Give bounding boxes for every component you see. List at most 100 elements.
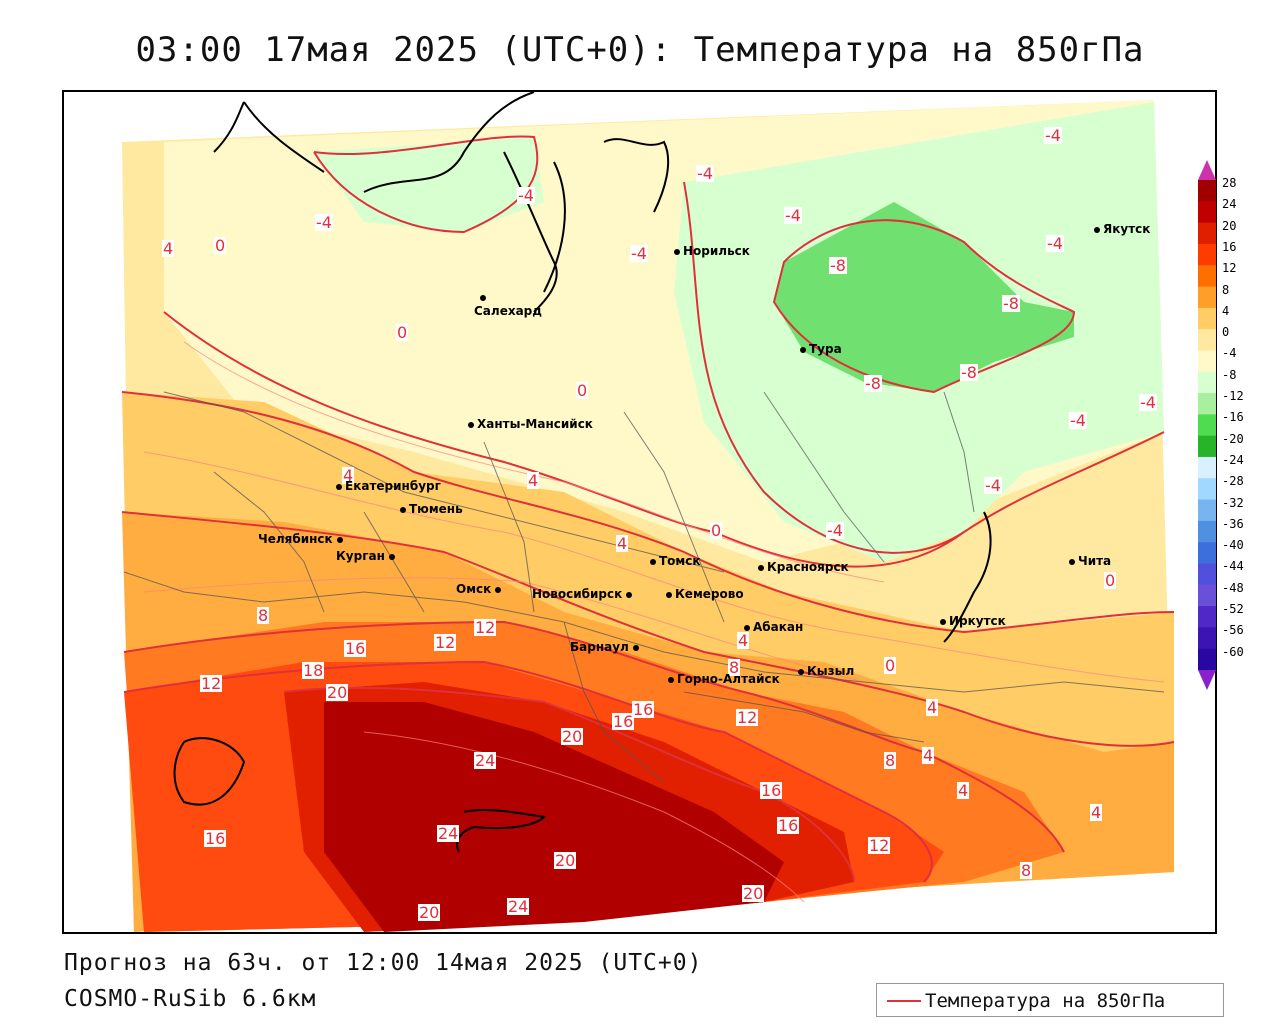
contour-label: -8 [864, 374, 882, 393]
contour-label: 8 [884, 751, 897, 770]
colorbar-swatch [1198, 520, 1216, 543]
colorbar-tick-label: -12 [1222, 389, 1244, 404]
contour-label: 8 [257, 606, 270, 625]
city-marker-icon [480, 294, 486, 301]
contour-label: 12 [868, 836, 891, 855]
city-marker-icon [940, 618, 946, 625]
colorbar-swatch [1198, 542, 1216, 564]
colorbar-swatch [1198, 627, 1216, 650]
city-marker-icon [668, 676, 674, 683]
colorbar-swatch [1198, 478, 1216, 501]
contour-label: 4 [342, 466, 355, 485]
city-label: Чита [1069, 554, 1111, 568]
colorbar-top-arrow [1198, 160, 1216, 180]
colorbar-swatch [1198, 307, 1216, 330]
contour-label: 4 [162, 239, 175, 258]
contour-label: 20 [554, 851, 577, 870]
city-label: Абакан [744, 620, 803, 634]
colorbar-bottom-arrow [1198, 670, 1216, 690]
city-label: Курган [336, 549, 398, 563]
contour-label: 20 [561, 727, 584, 746]
contour-label: 16 [612, 712, 635, 731]
colorbar-tick-label: 12 [1222, 261, 1237, 276]
contour-label: 16 [204, 829, 227, 848]
colorbar-tick-label: -60 [1222, 644, 1244, 659]
contour-label: 12 [200, 674, 223, 693]
colorbar-swatch [1198, 435, 1216, 458]
contour-label: 16 [632, 700, 655, 719]
contour-label: 0 [710, 521, 723, 540]
temperature-field [121, 92, 1175, 932]
city-marker-icon [336, 536, 343, 543]
city-marker-icon [800, 346, 806, 353]
city-label: Якутск [1094, 222, 1150, 236]
city-label: Ханты-Мансийск [468, 417, 593, 431]
city-label: Красноярск [758, 560, 849, 574]
colorbar-swatch [1198, 350, 1216, 373]
city-marker-icon [650, 558, 656, 565]
city-marker-icon [666, 591, 672, 598]
city-label: Норильск [674, 244, 750, 258]
map-title: 03:00 17мая 2025 (UTC+0): Температура на… [135, 30, 1145, 70]
colorbar-swatch [1198, 393, 1216, 415]
contour-label: 0 [396, 323, 409, 342]
colorbar-swatch [1198, 201, 1216, 224]
contour-label: 12 [434, 633, 457, 652]
colorbar-tick-label: -4 [1222, 346, 1237, 361]
city-marker-icon [336, 483, 342, 490]
contour-label: 12 [474, 618, 497, 637]
contour-label: -4 [696, 164, 714, 183]
contour-label: 0 [214, 236, 227, 255]
colorbar-tick-label: 20 [1222, 218, 1237, 233]
contour-label: 18 [302, 661, 325, 680]
colorbar-swatch [1198, 180, 1216, 202]
city-marker-icon [674, 248, 680, 255]
city-marker-icon [798, 668, 804, 675]
colorbar-swatch [1198, 606, 1216, 628]
colorbar-tick-label: -28 [1222, 474, 1244, 489]
colorbar-swatch [1198, 243, 1216, 266]
city-label: Горно-Алтайск [668, 672, 780, 686]
contour-label: 4 [737, 631, 750, 650]
contour-label: 0 [1104, 571, 1117, 590]
model-name: COSMO-RuSib 6.6км [64, 986, 317, 1012]
city-marker-icon [495, 586, 502, 593]
contour-label: 4 [926, 698, 939, 717]
map-area[interactable]: -4 -4 -4 -4 -4 -4 -4 -4 -4 -4 -4 -8 -8 -… [62, 90, 1217, 934]
contour-label: 16 [344, 639, 367, 658]
contour-label: -4 [517, 186, 535, 205]
city-label: Иркутск [940, 614, 1006, 628]
colorbar-tick-label: -44 [1222, 559, 1244, 574]
contour-label: 20 [742, 884, 765, 903]
colorbar-swatch [1198, 499, 1216, 522]
contour-label: 0 [884, 656, 897, 675]
colorbar-swatch [1198, 584, 1216, 607]
forecast-info: Прогноз на 63ч. от 12:00 14мая 2025 (UTC… [64, 950, 703, 976]
colorbar-tick-label: 16 [1222, 239, 1237, 254]
contour-label: -8 [829, 256, 847, 275]
colorbar-tick-label: 0 [1222, 325, 1230, 340]
city-label [480, 290, 489, 304]
colorbar-tick-label: -16 [1222, 410, 1244, 425]
temperature-colorbar [1198, 160, 1216, 690]
colorbar-swatch [1198, 265, 1216, 288]
legend-line-swatch [887, 1000, 921, 1002]
city-marker-icon [1069, 558, 1075, 565]
contour-label: 16 [777, 816, 800, 835]
city-label: Томск [650, 554, 701, 568]
contour-label: 20 [326, 683, 349, 702]
contour-label: -4 [1139, 393, 1157, 412]
contour-label: -4 [984, 476, 1002, 495]
colorbar-tick-label: -36 [1222, 516, 1244, 531]
city-label: Кемерово [666, 587, 744, 601]
colorbar-tick-label: -24 [1222, 452, 1244, 467]
city-label: Новосибирск [532, 587, 635, 601]
city-label: Салехард [474, 304, 542, 318]
contour-label: 4 [922, 746, 935, 765]
city-label: Челябинск [258, 532, 346, 546]
contour-label: 24 [507, 897, 530, 916]
contour-label: -4 [630, 244, 648, 263]
city-label: Тура [800, 342, 842, 356]
contour-label: 12 [736, 708, 759, 727]
colorbar-swatch [1198, 222, 1216, 245]
